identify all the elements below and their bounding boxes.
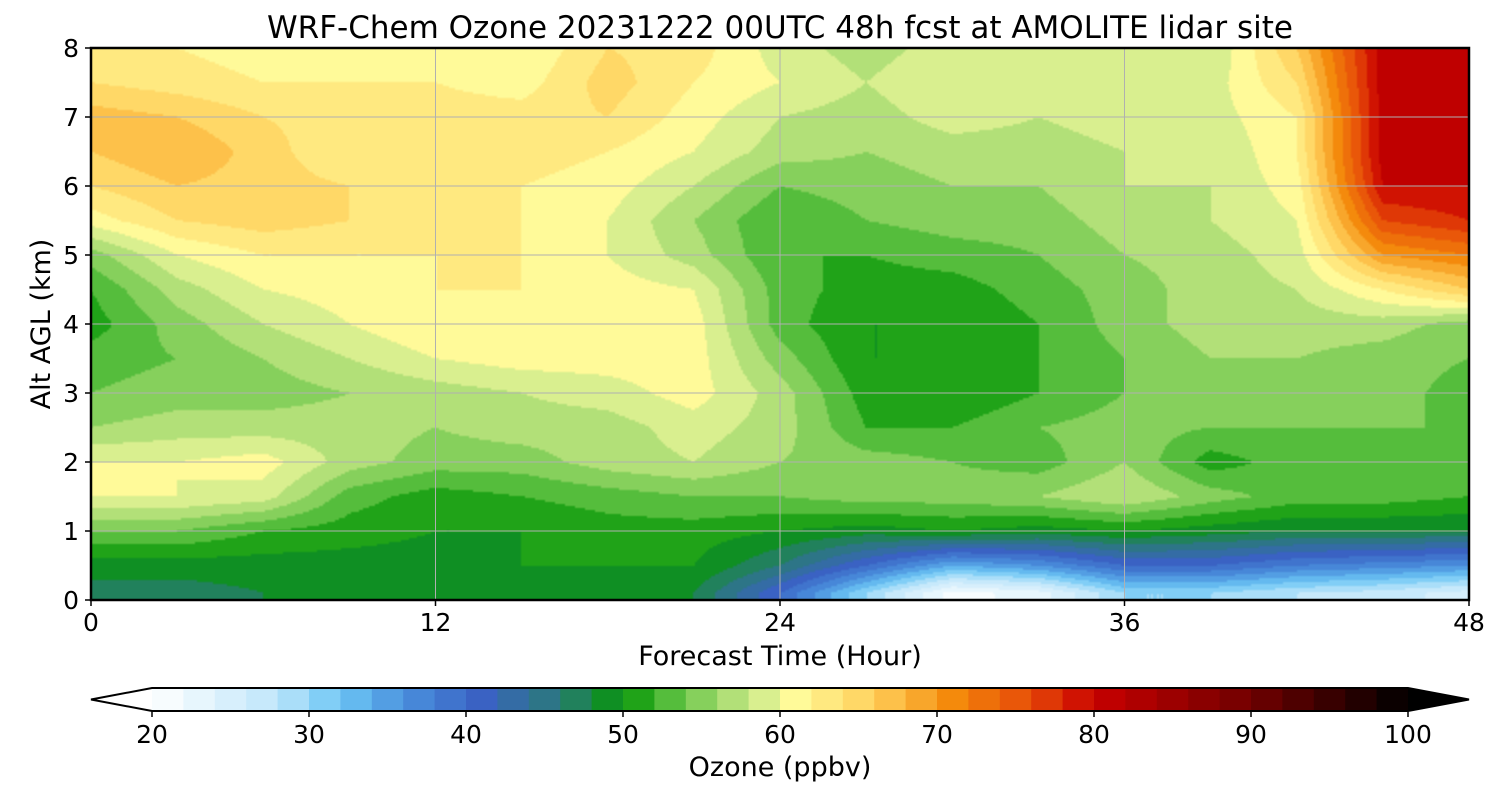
colorbar-swatch: [780, 688, 812, 711]
x-tick-label: 36: [1109, 608, 1141, 637]
chart-title: WRF-Chem Ozone 20231222 00UTC 48h fcst a…: [267, 10, 1293, 46]
y-tick-label: 3: [63, 379, 79, 408]
colorbar-swatch: [497, 688, 530, 711]
colorbar-swatch: [1376, 688, 1409, 711]
colorbar: [90, 687, 1470, 712]
colorbar-swatch: [309, 688, 341, 711]
colorbar-tick-label: 80: [1078, 720, 1110, 749]
colorbar-swatch: [1345, 688, 1378, 711]
y-tick-label: 5: [63, 241, 79, 270]
colorbar-tick-label: 40: [450, 720, 482, 749]
x-axis-label: Forecast Time (Hour): [638, 641, 922, 672]
colorbar-swatch: [403, 688, 436, 711]
colorbar-swatch: [685, 688, 718, 711]
colorbar-swatch: [999, 688, 1032, 711]
y-tick-label: 6: [63, 172, 79, 201]
y-axis-label: Alt AGL (km): [26, 239, 57, 410]
y-tick-label: 1: [63, 517, 79, 546]
colorbar-swatch: [1156, 688, 1189, 711]
colorbar-swatch: [717, 688, 750, 711]
y-tick-label: 4: [63, 310, 79, 339]
colorbar-swatch: [466, 688, 498, 711]
colorbar-swatch: [811, 688, 844, 711]
y-tick-label: 8: [63, 34, 79, 63]
x-axis-ticks: 0 12 24 36 48: [83, 600, 1485, 637]
y-tick-label: 0: [63, 586, 79, 615]
colorbar-swatch: [937, 688, 969, 711]
colorbar-swatch: [1031, 688, 1064, 711]
y-tick-label: 7: [63, 103, 79, 132]
colorbar-swatch: [654, 688, 687, 711]
colorbar-swatch: [152, 688, 184, 711]
colorbar-swatch: [1062, 688, 1095, 711]
colorbar-tick-label: 60: [764, 720, 796, 749]
colorbar-swatch: [905, 688, 938, 711]
colorbar-swatch: [748, 688, 781, 711]
colorbar-swatch: [842, 688, 875, 711]
colorbar-tick-label: 50: [607, 720, 639, 749]
x-tick-label: 24: [764, 608, 796, 637]
colorbar-swatch: [246, 688, 279, 711]
colorbar-tick-label: 70: [921, 720, 953, 749]
colorbar-ticks: 20 30 40 50 60 70 80 90 100: [136, 711, 1432, 749]
colorbar-tick-label: 90: [1235, 720, 1267, 749]
colorbar-swatch: [591, 688, 624, 711]
y-axis-ticks: 0 1 2 3 4 5 6 7 8: [63, 34, 91, 615]
colorbar-swatch: [1219, 688, 1252, 711]
colorbar-swatch: [560, 688, 593, 711]
colorbar-tick-label: 30: [293, 720, 325, 749]
colorbar-swatch: [968, 688, 1001, 711]
colorbar-swatch: [1094, 688, 1126, 711]
colorbar-swatch: [371, 688, 404, 711]
colorbar-swatch: [214, 688, 247, 711]
colorbar-swatch: [528, 688, 561, 711]
colorbar-tick-label: 20: [136, 720, 168, 749]
colorbar-label: Ozone (ppbv): [689, 752, 872, 783]
x-tick-label: 48: [1453, 608, 1485, 637]
colorbar-swatch: [1251, 688, 1283, 711]
colorbar-min-extension: [91, 688, 152, 711]
x-tick-label: 0: [83, 608, 99, 637]
colorbar-swatch: [1313, 688, 1346, 711]
y-tick-label: 2: [63, 448, 79, 477]
colorbar-swatch: [434, 688, 467, 711]
colorbar-tick-label: 100: [1384, 720, 1432, 749]
colorbar-swatch: [340, 688, 373, 711]
colorbar-swatch: [623, 688, 655, 711]
colorbar-swatch: [277, 688, 310, 711]
colorbar-swatch: [1125, 688, 1158, 711]
colorbar-max-extension: [1408, 688, 1469, 711]
x-tick-label: 12: [420, 608, 452, 637]
colorbar-swatch: [874, 688, 907, 711]
grid-lines: [91, 48, 1469, 600]
colorbar-swatch: [183, 688, 216, 711]
colorbar-swatch: [1188, 688, 1221, 711]
colorbar-swatch: [1282, 688, 1315, 711]
